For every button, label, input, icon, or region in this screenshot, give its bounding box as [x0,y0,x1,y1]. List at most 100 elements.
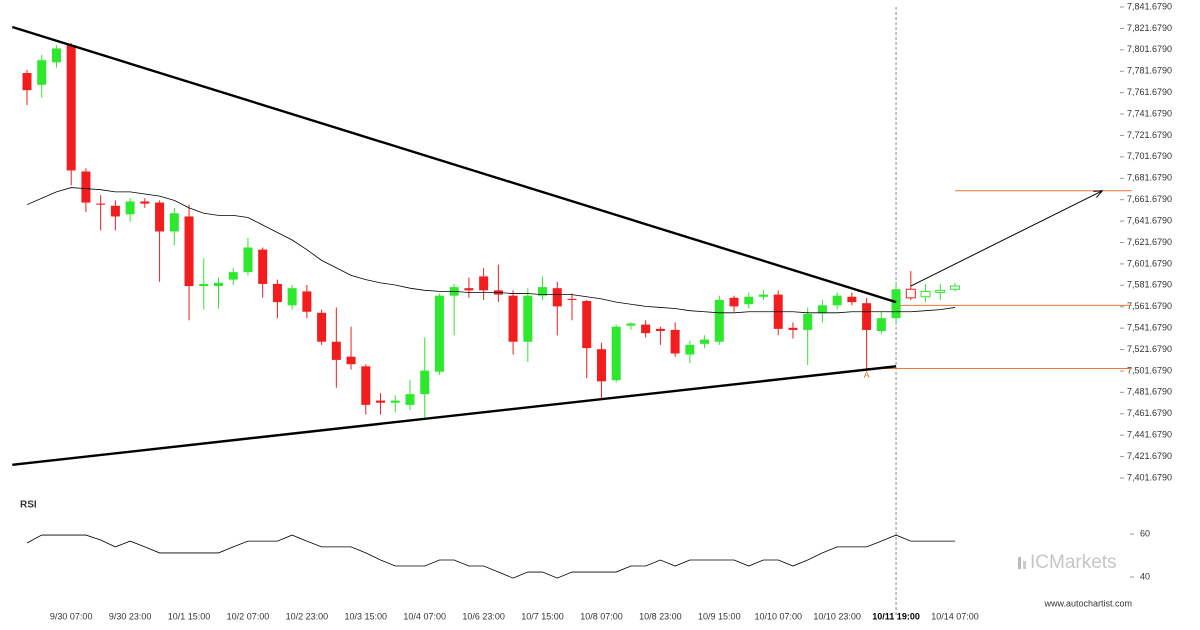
x-tick-label: 10/6 23:00 [462,611,505,621]
candle-body [759,294,768,297]
candle-body [405,394,415,405]
y-tick-label: 7,681.6790 [1127,173,1172,183]
y-tick-label: 7,601.6790 [1127,258,1172,268]
candle-body [670,329,680,354]
y-tick-label: 7,401.6790 [1127,472,1172,482]
y-tick-label: 7,801.6790 [1127,44,1172,54]
rsi-line [26,534,955,579]
candle-body [817,305,827,313]
candle-body [199,283,209,287]
y-tick-label: 7,761.6790 [1127,87,1172,97]
y-tick-label: 7,501.6790 [1127,365,1172,375]
candle-body [905,288,916,299]
candle-body [538,287,548,296]
x-tick-label: 10/4 07:00 [403,611,446,621]
candle-body [361,366,371,405]
trendline [12,365,897,467]
y-tick-label: 7,781.6790 [1127,66,1172,76]
candle-body [272,283,282,303]
candle-body [243,247,253,273]
candle-body [611,326,621,381]
logo: IC Markets [1018,552,1117,573]
candle-body [184,216,194,287]
rsi-tick-label: 40 [1140,571,1150,581]
candle-body [582,301,592,349]
x-tick-label: 10/11 19:00 [872,611,920,621]
y-tick-label: 7,641.6790 [1127,215,1172,225]
candle-body [155,202,165,232]
x-tick-label: 10/10 07:00 [754,611,802,621]
y-tick-label: 7,741.6790 [1127,108,1172,118]
rsi-tick-label: 60 [1140,528,1150,538]
y-tick-label: 7,621.6790 [1127,237,1172,247]
candle-body [169,213,179,232]
candle-body [641,324,651,334]
x-tick-label: 9/30 07:00 [50,611,93,621]
forecast-arrow [910,190,1103,287]
candle-body [434,295,444,372]
x-tick-label: 10/2 23:00 [286,611,329,621]
candle-body [66,45,76,171]
candle-body [140,201,150,204]
logo-prefix: IC [1030,552,1049,573]
x-tick-label: 10/3 15:00 [345,611,388,621]
x-tick-label: 10/14 07:00 [931,611,979,621]
candle-body [479,276,489,291]
y-tick-label: 7,841.6790 [1127,1,1172,11]
y-tick-label: 7,521.6790 [1127,344,1172,354]
logo-bar [1023,561,1026,569]
arrow-head [1093,190,1104,198]
candle-body [464,288,474,291]
candle-body [847,296,857,303]
logo-text: Markets [1049,552,1117,573]
source: www.autochartist.com [1043,598,1132,608]
candle-body [508,295,518,342]
candle-body [420,370,430,395]
candle-body [891,289,901,319]
x-tick-label: 10/7 15:00 [521,611,564,621]
y-tick-label: 7,581.6790 [1127,280,1172,290]
candle-body [331,341,341,360]
logo-bar [1018,557,1021,569]
y-tick-label: 7,541.6790 [1127,323,1172,333]
candle-body [287,288,297,306]
x-tick-label: 9/30 23:00 [109,611,152,621]
candle-body [729,297,739,307]
candle-body [803,313,813,330]
candle-body [258,249,268,284]
y-tick-label: 7,701.6790 [1127,151,1172,161]
candle-body [700,339,710,344]
x-tick-label: 10/2 07:00 [227,611,270,621]
rsi-title: RSI [20,500,37,511]
candle-body [213,282,223,287]
candle-body [390,400,400,403]
candle-body [22,73,32,91]
candle-body [51,48,61,63]
x-tick-label: 10/1 15:00 [168,611,211,621]
candle-body [81,171,91,203]
candle-body [920,290,931,298]
candle-body [596,349,606,382]
candle-body [949,285,960,290]
candle-body [523,295,533,342]
y-tick-label: 7,421.6790 [1127,451,1172,461]
candle-body [125,201,135,215]
candle-body [302,291,312,312]
candle-body [832,295,842,306]
candle-body [862,303,872,330]
y-tick-label: 7,661.6790 [1127,194,1172,204]
candle-body [744,296,754,305]
candle-body [567,298,577,300]
candle-body [552,288,562,307]
candle-body [714,299,724,342]
candle-body [685,344,695,355]
candle-body [346,356,356,365]
candle-body [317,312,327,342]
annotation: A [864,370,870,380]
x-tick-label: 10/8 23:00 [639,611,682,621]
candle-body [935,289,946,293]
y-tick-label: 7,561.6790 [1127,301,1172,311]
candle-body [37,60,47,85]
candle-body [788,327,798,330]
